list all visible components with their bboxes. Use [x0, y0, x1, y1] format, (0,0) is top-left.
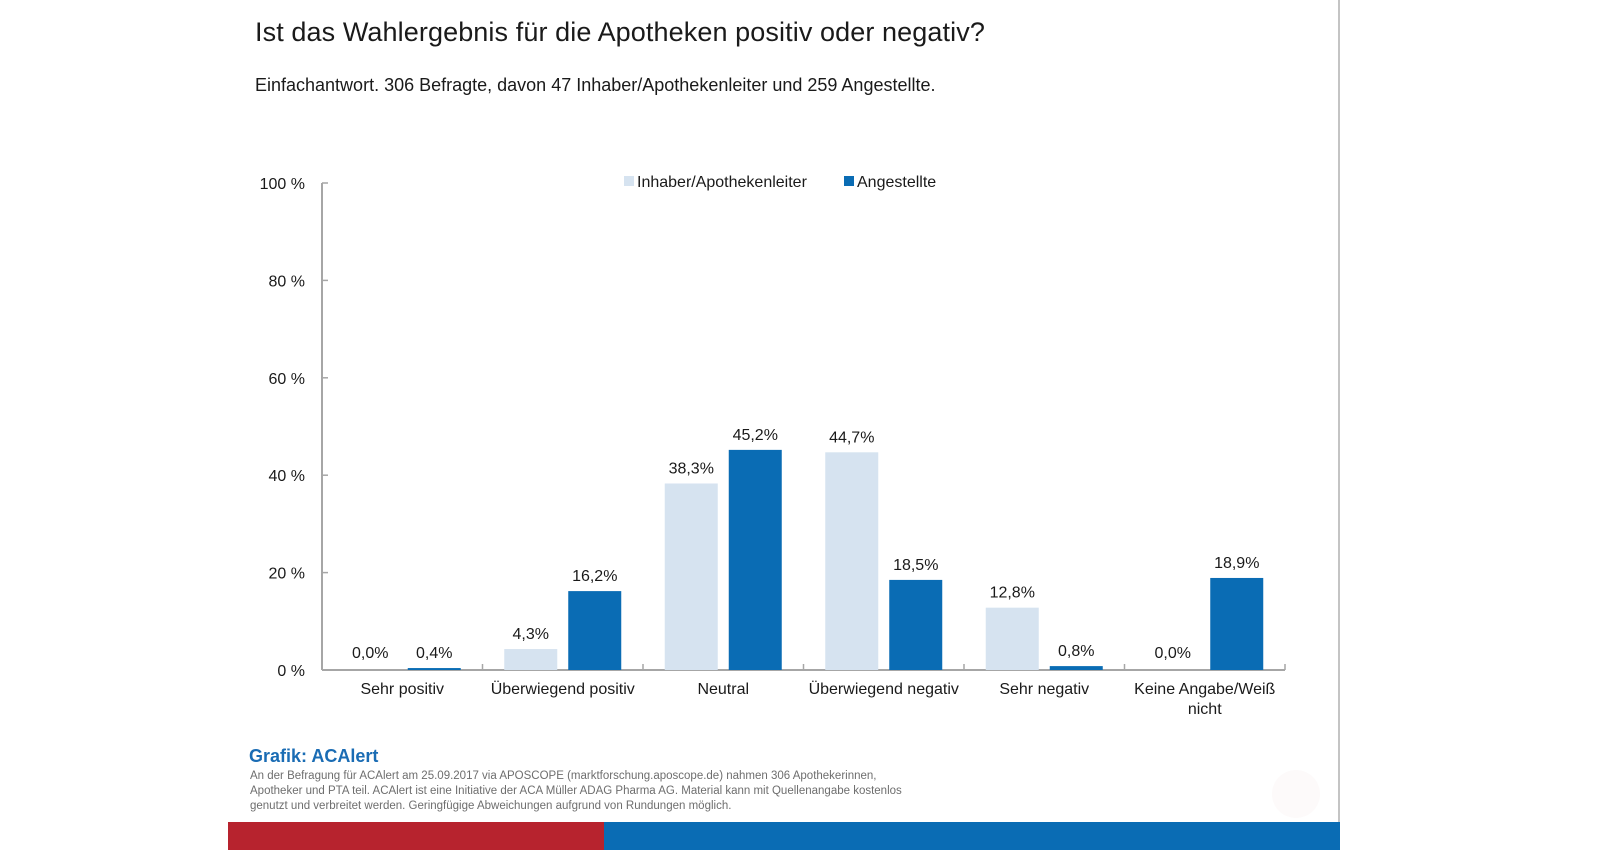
bar-chart: 0 % 20 % 40 % 60 % 80 % 100 % Sehr positiv Über… [260, 174, 1286, 718]
data-label: 0,0% [1155, 645, 1191, 662]
data-label: 44,7% [829, 429, 874, 446]
legend-swatch-inhaber [624, 176, 634, 186]
data-label: 18,9% [1214, 555, 1259, 572]
chart-subtitle: Einfachantwort. 306 Befragte, davon 47 I… [255, 75, 936, 95]
x-category-label: Keine Angabe/Weiß [1134, 681, 1275, 698]
x-category-label: Sehr negativ [999, 681, 1089, 698]
y-tick-label: 80 % [269, 273, 305, 290]
y-tick-label: 40 % [269, 468, 305, 485]
y-tick-label: 100 % [260, 176, 305, 193]
page-divider [1338, 0, 1340, 832]
footer-stripe-red [228, 822, 604, 850]
legend: Inhaber/Apothekenleiter Angestellte [624, 174, 936, 191]
data-label: 18,5% [893, 557, 938, 574]
source-credit: Grafik: ACAlert [249, 746, 379, 766]
y-tick-label: 60 % [269, 371, 305, 388]
x-category-label: Überwiegend negativ [809, 680, 959, 698]
bar-inhaber [664, 483, 718, 670]
chart-title: Ist das Wahlergebnis für die Apotheken p… [255, 17, 985, 47]
footer-stripe-blue [604, 822, 1340, 850]
y-tick-label: 20 % [269, 566, 305, 583]
bar-angestellte [568, 591, 622, 670]
bar-angestellte [889, 579, 943, 670]
bar-inhaber [825, 452, 879, 670]
data-label: 45,2% [733, 427, 778, 444]
bars [407, 449, 1264, 670]
x-category-label: Sehr positiv [360, 681, 444, 698]
data-label: 0,0% [352, 645, 388, 662]
legend-label: Inhaber/Apothekenleiter [637, 174, 808, 191]
data-label: 0,8% [1058, 643, 1094, 660]
data-label: 4,3% [513, 626, 549, 643]
bar-inhaber [985, 607, 1039, 670]
data-label: 38,3% [669, 460, 714, 477]
legend-label: Angestellte [857, 174, 936, 191]
data-label: 16,2% [572, 568, 617, 585]
bar-angestellte [1210, 577, 1264, 670]
data-label: 12,8% [990, 585, 1035, 602]
bar-angestellte [728, 449, 782, 670]
bar-angestellte [407, 668, 461, 670]
y-tick-label: 0 % [277, 663, 305, 680]
faint-circle-button[interactable] [1272, 770, 1320, 818]
axes: 0 % 20 % 40 % 60 % 80 % 100 % Sehr positiv Über… [260, 176, 1286, 718]
x-category-label: Überwiegend positiv [491, 680, 635, 698]
footnote: An der Befragung für ACAlert am 25.09.20… [250, 770, 902, 812]
data-label: 0,4% [416, 645, 452, 662]
bar-inhaber [504, 649, 558, 670]
bar-angestellte [1049, 666, 1103, 670]
legend-swatch-angestellte [844, 176, 854, 186]
x-category-label: Neutral [697, 681, 749, 698]
x-category-label: nicht [1188, 701, 1222, 718]
data-labels: 0,0% 4,3% 38,3% 44,7% 12,8% 0,0% 0,4% 16,2% 45,2… [352, 427, 1259, 662]
